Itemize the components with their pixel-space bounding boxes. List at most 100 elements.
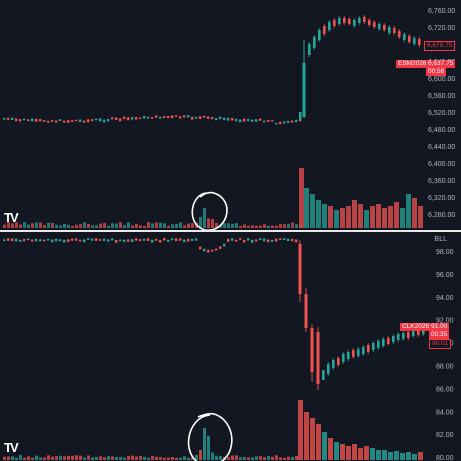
es-volume-bar	[163, 223, 166, 228]
cl-candle	[103, 238, 106, 241]
es-volume-bar	[7, 222, 10, 228]
es-volume-bar	[99, 223, 102, 228]
cl-candle	[279, 238, 282, 241]
es-volume-bar	[87, 223, 90, 228]
cl-candle	[397, 334, 400, 340]
cl-volume-bar	[195, 454, 198, 460]
cl-candle	[298, 244, 302, 294]
cl-candle	[163, 238, 166, 241]
es-candle	[95, 118, 98, 121]
es-price-tick: 6,520.00	[428, 110, 455, 117]
cl-candle	[175, 238, 178, 242]
cl-price-tick: 98.00	[436, 249, 454, 256]
cl-price-tick: 88.00	[436, 364, 454, 371]
es-volume-bar	[388, 206, 393, 228]
cl-volume-bar	[131, 455, 134, 460]
cl-candle	[407, 332, 410, 338]
cl-candle	[422, 328, 425, 334]
es-volume-bar	[412, 198, 417, 228]
es-volume-bar	[239, 225, 242, 228]
cl-volume-bar	[99, 456, 102, 460]
es-volume-bar	[283, 224, 286, 228]
es-candle	[219, 116, 222, 120]
es-candle	[373, 22, 376, 27]
cl-candle	[31, 239, 34, 242]
cl-symbol-tag: CLK2026	[400, 323, 432, 331]
es-candle	[119, 118, 122, 122]
cl-volume-bar	[279, 457, 282, 460]
es-candle	[191, 116, 194, 120]
cl-volume-bar	[263, 457, 266, 460]
cl-volume-bar	[163, 457, 166, 460]
es-volume-bar	[400, 208, 405, 228]
cl-volume-bar	[51, 456, 54, 460]
es-candle	[175, 115, 178, 117]
es-candle	[328, 22, 331, 30]
cl-volume-bar	[143, 456, 146, 460]
es-volume-bar	[23, 222, 26, 228]
es-volume-bar	[187, 223, 190, 228]
es-volume-bar	[31, 223, 34, 228]
cl-volume-bar	[83, 457, 86, 460]
es-candle	[167, 116, 170, 119]
es-candle	[308, 44, 311, 55]
es-candle	[243, 118, 246, 122]
es-candle	[413, 38, 416, 44]
es-volume-bar	[227, 223, 230, 228]
es-chart-canvas[interactable]: 6,760.006,720.006,680.006,640.006,600.00…	[0, 0, 461, 230]
es-price-tick: 6,600.00	[428, 76, 455, 83]
es-volume-bar	[271, 225, 274, 228]
es-candle	[418, 39, 421, 45]
es-candle	[63, 120, 66, 123]
cl-volume-bar	[43, 457, 46, 460]
cl-volume-bar	[304, 412, 309, 460]
cl-candle	[55, 238, 58, 242]
es-volume-bar	[3, 224, 6, 228]
es-volume-bar	[243, 224, 246, 228]
cl-volume-bar	[406, 452, 411, 460]
es-candle	[107, 118, 110, 122]
cl-candle	[75, 238, 78, 241]
scale-mode-label[interactable]: BLL	[434, 236, 447, 243]
cl-candle	[139, 239, 142, 242]
cl-candle	[367, 345, 370, 352]
cl-candle	[147, 238, 150, 242]
es-candle	[358, 18, 361, 23]
es-volume-bar	[159, 222, 162, 228]
es-candle	[251, 119, 254, 122]
es-volume-bar	[111, 223, 114, 228]
cl-volume-bar	[364, 446, 369, 460]
chart-panel-cl[interactable]: 98.0096.0094.0092.0090.0088.0086.0084.00…	[0, 232, 461, 461]
chart-panel-es[interactable]: 6,760.006,720.006,680.006,640.006,600.00…	[0, 0, 461, 230]
es-candle	[31, 118, 34, 122]
es-volume-bar	[299, 168, 304, 228]
es-candle	[299, 119, 302, 122]
es-volume-bar	[207, 218, 210, 228]
cl-candle	[372, 343, 375, 350]
cl-volume-bar	[11, 456, 14, 460]
cl-volume-bar	[23, 457, 26, 460]
cl-volume-bar	[139, 455, 142, 460]
es-volume-bar	[171, 224, 174, 228]
es-volume-bar	[95, 225, 98, 228]
cl-volume-bar	[87, 455, 90, 460]
es-countdown-tag: 00:56	[426, 68, 447, 76]
es-candle	[187, 115, 190, 118]
cl-volume-bar	[39, 457, 42, 460]
es-candle	[203, 115, 206, 118]
es-candle	[71, 120, 74, 123]
cl-candle	[291, 238, 294, 242]
es-volume-bar	[334, 210, 339, 228]
es-volume-bar	[211, 218, 214, 228]
cl-volume-bar	[179, 457, 182, 460]
cl-volume-bar	[15, 457, 18, 460]
cl-chart-canvas[interactable]: 98.0096.0094.0092.0090.0088.0086.0084.00…	[0, 232, 461, 461]
es-volume-bar	[364, 210, 369, 228]
es-volume-bar	[219, 225, 222, 228]
es-candle	[171, 115, 174, 119]
cl-volume-bar	[287, 456, 290, 460]
es-candle	[299, 112, 302, 120]
cl-candle	[87, 238, 90, 240]
cl-candle	[187, 238, 190, 242]
es-candle	[302, 63, 306, 117]
